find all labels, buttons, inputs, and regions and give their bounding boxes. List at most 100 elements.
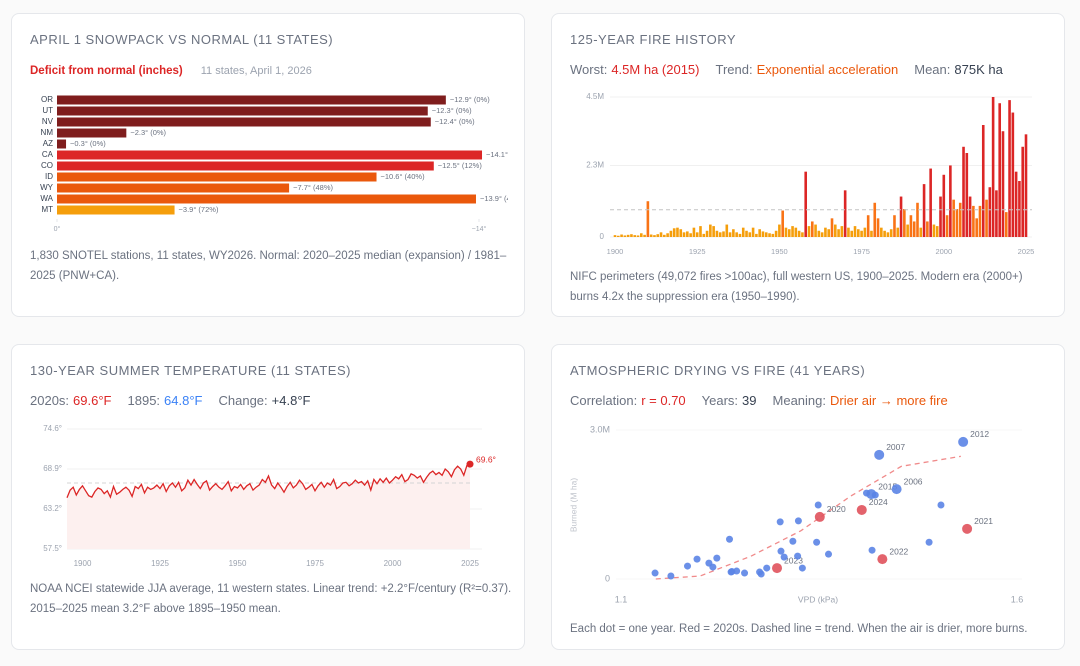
bar [1004, 212, 1008, 237]
card: 57.5° 63.2° 68.9° 74.6° 1900 1925 1950 1975 2000… [11, 344, 525, 650]
y-tick-label: 63.2° [43, 504, 62, 513]
x-tick-label: 2025 [461, 559, 479, 568]
point [937, 501, 945, 509]
point [874, 449, 885, 460]
value-label: −10.6° (40%) [381, 172, 426, 181]
bar [659, 232, 663, 237]
footnote: NOAA NCEI statewide JJA average, 11 west… [30, 583, 512, 615]
stat-label: Change: [218, 393, 268, 408]
bar [689, 233, 692, 237]
bar [771, 233, 775, 237]
bar [810, 221, 814, 237]
stats: 2020s: 69.6°F 1895: 64.8°F Change: +4.8°F [30, 392, 326, 410]
value-label: −7.7° (48%) [293, 183, 333, 192]
bar [712, 226, 715, 237]
stat: Change: +4.8°F [219, 393, 311, 408]
stat: Correlation: r = 0.70 [570, 393, 686, 408]
bar [919, 227, 923, 237]
plot: 57.5° 63.2° 68.9° 74.6° 1900 1925 1950 1975 2000… [43, 424, 496, 568]
stat-label: Correlation: [570, 393, 638, 408]
stat: Years: 39 [702, 393, 757, 408]
bar [666, 233, 669, 237]
card: 0 2.3M 4.5M 1900 1925 1950 1975 2000 2025 125-YEA… [551, 13, 1065, 317]
point [794, 517, 802, 525]
plot: 0 3.0M 1.1 1.6 VPD (kPa) Burned (M ha) 2012 200… [568, 424, 1023, 604]
bar [988, 187, 992, 237]
bar [968, 196, 972, 237]
point [856, 504, 867, 515]
bar [876, 218, 880, 237]
bar [886, 232, 890, 237]
x-axis-label: VPD (kPa) [798, 594, 838, 604]
bar [880, 227, 883, 237]
bar [978, 205, 982, 237]
bar [942, 174, 946, 237]
bar [787, 229, 791, 237]
category-label: CO [41, 161, 53, 170]
subtitle: Deficit from normal (inches) [30, 65, 183, 77]
point [684, 562, 692, 570]
y-tick-label: 57.5° [43, 544, 62, 553]
bar [804, 171, 808, 237]
bar [824, 227, 827, 237]
stat-value: Drier air → more fire [830, 393, 948, 408]
bar [626, 234, 630, 237]
plot: OR −12.9° (0%) UT −12.3° (0%) NV −12.4° (0%) N… [40, 95, 508, 233]
bar [768, 233, 771, 237]
value-label: −13.9° (4%) [480, 194, 508, 203]
point [726, 535, 734, 543]
end-dot [466, 460, 474, 468]
bar [758, 229, 761, 237]
stat-label: Meaning: [772, 393, 826, 408]
point [798, 564, 806, 572]
card-title: 125-YEAR FIRE HISTORY [570, 32, 737, 47]
bar [820, 232, 824, 237]
category-label: CA [42, 150, 54, 159]
point-label: 2022 [889, 546, 908, 556]
bar [975, 218, 978, 237]
bar [57, 161, 434, 171]
point [891, 484, 902, 495]
bar [797, 230, 801, 237]
bar [995, 190, 998, 237]
bar [784, 227, 788, 237]
x-tick-label: 1900 [607, 247, 624, 256]
bar [932, 224, 936, 237]
point [741, 569, 749, 577]
bar [57, 139, 67, 149]
bar [699, 226, 702, 237]
x-tick-label: 1975 [853, 247, 870, 256]
point-label: 2012 [970, 429, 989, 439]
category-label: MT [41, 205, 53, 214]
stat-label: Worst: [570, 62, 608, 77]
stat-value: 875K ha [954, 62, 1003, 77]
point [713, 554, 721, 562]
bar [791, 226, 794, 237]
bar [853, 226, 857, 237]
x-tick-label: 2000 [384, 559, 402, 568]
y-tick-label: 2.3M [586, 161, 604, 170]
bar [623, 235, 627, 237]
stat: Mean: 875K ha [914, 62, 1003, 77]
value-label: −14.1° [486, 150, 508, 159]
bar [899, 196, 903, 237]
point [757, 570, 765, 578]
bar [663, 234, 666, 237]
x-tick-label: 1925 [151, 559, 169, 568]
point [709, 563, 717, 571]
bar [1001, 131, 1005, 237]
bar [636, 235, 640, 237]
point [825, 550, 833, 558]
bar [912, 221, 916, 237]
bar [817, 230, 821, 237]
point-label: 2021 [974, 516, 993, 526]
point [958, 436, 969, 447]
bar [843, 190, 847, 237]
stat-value: 64.8°F [164, 393, 203, 408]
stat-label: 2020s: [30, 393, 70, 408]
bar [903, 209, 906, 237]
bar [916, 202, 919, 237]
bar [801, 232, 804, 237]
bar [909, 215, 913, 237]
bar [935, 226, 939, 237]
